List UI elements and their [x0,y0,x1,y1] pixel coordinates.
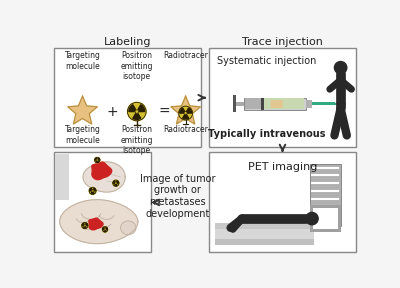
Circle shape [306,213,318,225]
Polygon shape [85,223,88,226]
Text: Trace injection: Trace injection [242,37,323,47]
Bar [55,154,69,200]
Circle shape [179,106,193,120]
Polygon shape [93,188,96,191]
Bar [310,164,341,226]
Polygon shape [95,158,97,160]
Polygon shape [133,114,141,120]
Bar [264,98,304,109]
Ellipse shape [120,221,136,235]
Text: =: = [158,105,170,119]
Polygon shape [180,108,185,113]
Circle shape [94,157,100,163]
Polygon shape [84,226,86,228]
Polygon shape [92,162,112,180]
Circle shape [102,227,108,232]
Text: Radiotracer: Radiotracer [163,125,208,134]
Bar [306,100,312,108]
Text: Targeting
molecule: Targeting molecule [65,52,100,71]
Text: Targeting
molecule: Targeting molecule [65,125,100,145]
Bar [233,95,236,112]
Circle shape [136,110,138,113]
Bar [236,102,244,106]
Polygon shape [60,200,138,244]
FancyBboxPatch shape [209,48,356,147]
Bar [215,223,341,229]
Polygon shape [116,181,118,183]
Circle shape [82,222,88,229]
Circle shape [84,225,85,226]
Circle shape [105,229,106,230]
Bar [215,229,314,239]
Polygon shape [103,228,105,229]
Polygon shape [138,105,145,111]
Polygon shape [183,115,188,119]
Polygon shape [104,230,106,232]
Polygon shape [171,96,200,124]
Bar [271,100,282,108]
Circle shape [92,190,93,192]
Circle shape [89,187,96,194]
FancyBboxPatch shape [209,152,356,253]
Text: PET imaging: PET imaging [248,162,317,172]
Text: Radiotracer: Radiotracer [163,52,208,60]
Polygon shape [186,108,192,113]
Text: Labeling: Labeling [104,37,151,47]
Polygon shape [90,188,92,191]
Bar [244,98,306,110]
Polygon shape [89,218,103,230]
Bar [215,239,314,245]
Circle shape [334,62,347,74]
Bar [312,102,335,105]
Polygon shape [91,192,94,194]
Polygon shape [98,158,100,160]
Circle shape [136,111,138,112]
Circle shape [128,102,146,121]
Bar [313,208,338,229]
Polygon shape [106,228,107,229]
Circle shape [113,180,119,186]
Text: Image of tumor
growth or
metastases
development: Image of tumor growth or metastases deve… [140,174,216,219]
Polygon shape [83,162,125,192]
Bar [245,98,261,109]
Bar [310,164,341,226]
Text: Positron
emitting
isotope: Positron emitting isotope [120,52,153,81]
Polygon shape [114,184,117,186]
Bar [261,98,264,110]
Polygon shape [96,161,98,162]
Polygon shape [113,181,116,183]
Polygon shape [129,105,136,111]
Bar [310,205,341,232]
Text: Positron
emitting
isotope: Positron emitting isotope [120,125,153,155]
Polygon shape [82,223,84,226]
Text: Typically intravenous: Typically intravenous [208,129,326,139]
Polygon shape [68,96,97,124]
Text: Systematic injection: Systematic injection [217,56,317,66]
Circle shape [185,112,186,114]
FancyBboxPatch shape [54,152,151,253]
FancyBboxPatch shape [54,48,201,147]
Bar [244,98,306,110]
Text: +: + [106,105,118,119]
